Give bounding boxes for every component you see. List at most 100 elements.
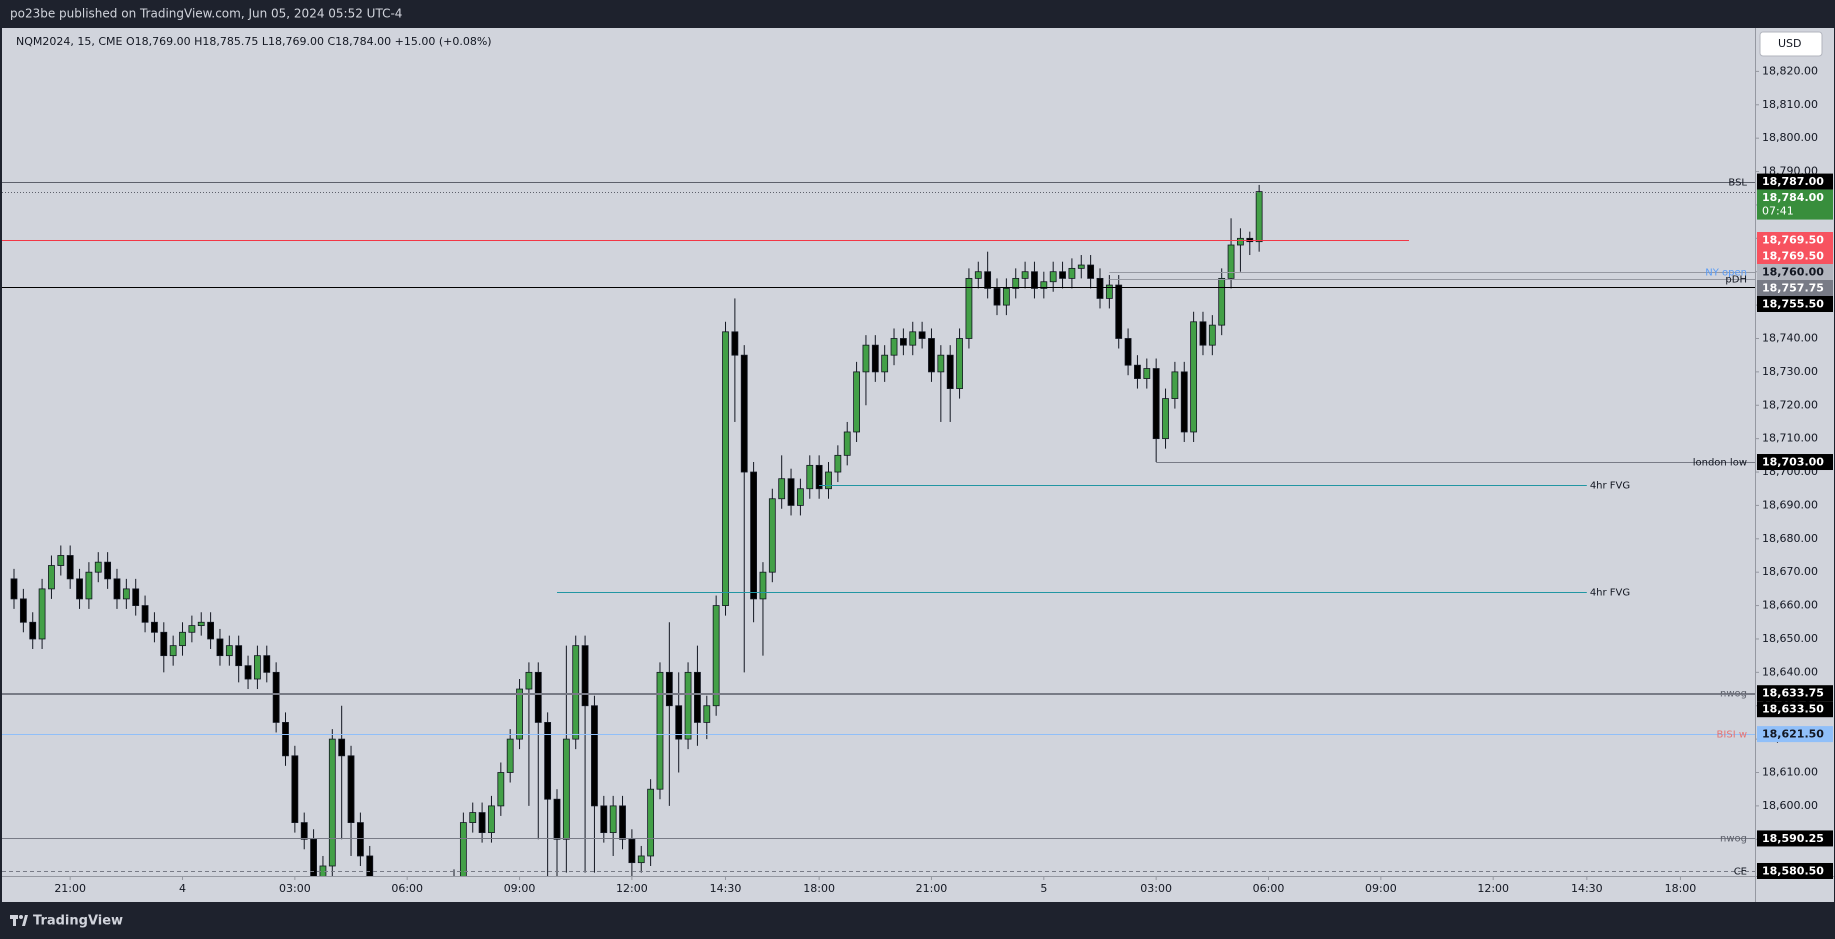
candle-body: [197, 621, 205, 627]
y-tick-label: 18,660.00: [1762, 599, 1818, 612]
candle-body: [141, 605, 149, 623]
candle-body: [609, 805, 617, 833]
y-tick-label: 18,680.00: [1762, 532, 1818, 545]
candle-body: [956, 338, 963, 389]
price-tag: [1757, 248, 1833, 264]
candle-body: [291, 755, 299, 823]
candle-body: [1096, 277, 1104, 299]
candle-body: [132, 588, 140, 606]
candle-body: [160, 631, 168, 657]
x-tick-label: 5: [1040, 882, 1047, 895]
candle-body: [282, 722, 289, 757]
candle-body: [974, 271, 982, 279]
candle-body: [637, 855, 645, 864]
candle-body: [151, 621, 158, 633]
currency: USD: [1778, 37, 1802, 50]
candle-body: [675, 705, 683, 740]
candle-body: [740, 354, 748, 473]
candle-body: [1068, 267, 1076, 279]
candle-body: [562, 738, 570, 840]
candle-body: [946, 354, 954, 389]
y-tick-label: 18,800.00: [1762, 131, 1818, 144]
y-tick-label: 18,690.00: [1762, 498, 1818, 511]
candle-body: [254, 655, 261, 680]
price-tag: [1757, 232, 1833, 248]
candle-body: [506, 738, 514, 773]
price-tag: [1757, 685, 1833, 702]
candle-body: [188, 625, 196, 633]
candle-body: [516, 688, 523, 740]
price-tag: [1757, 173, 1833, 190]
price-tag-label: 18,703.00: [1762, 456, 1824, 469]
candle-body: [366, 855, 374, 876]
price-tag-label: 18,760.00: [1762, 266, 1824, 279]
candle-body: [104, 561, 112, 580]
price-tag-label: 18,784.00: [1762, 191, 1824, 204]
candle-body: [787, 478, 795, 506]
candle-body: [843, 431, 851, 456]
candle-body: [57, 555, 65, 566]
candle-body: [918, 331, 926, 339]
x-tick-label: 21:00: [54, 882, 86, 895]
candle-body: [534, 671, 542, 723]
countdown: 07:41: [1762, 205, 1794, 218]
candle-body: [1087, 264, 1095, 279]
candle-body: [179, 631, 186, 647]
price-tag-label: 18,769.50: [1762, 234, 1824, 247]
price-tag-label: 18,590.25: [1762, 832, 1824, 845]
price-tag-label: 18,633.50: [1762, 703, 1824, 716]
candle-body: [497, 772, 505, 807]
candle-body: [76, 578, 83, 600]
candle-body: [113, 578, 121, 600]
level-label: 4hr FVG: [1590, 481, 1630, 492]
candle-body: [38, 588, 46, 640]
candle-body: [469, 812, 477, 823]
candle-body: [263, 655, 271, 673]
candle-body: [244, 665, 252, 680]
tradingview-logo: [10, 915, 28, 926]
x-tick-label: 06:00: [391, 882, 423, 895]
price-tag-label: 18,580.50: [1762, 864, 1824, 877]
brand: TradingView: [33, 914, 123, 929]
y-tick-label: 18,740.00: [1762, 331, 1818, 344]
currency-button[interactable]: [1759, 31, 1823, 57]
candle-body: [591, 705, 598, 807]
x-tick-label: 03:00: [279, 882, 311, 895]
price-tag: [1757, 280, 1833, 296]
candle-body: [1115, 284, 1123, 339]
x-tick-label: 21:00: [916, 882, 948, 895]
candle-body: [10, 578, 18, 600]
y-tick-label: 18,710.00: [1762, 432, 1818, 445]
x-tick-label: 4: [179, 882, 186, 895]
y-tick-label: 18,820.00: [1762, 64, 1818, 77]
candle-body: [965, 277, 973, 339]
price-tag-label: 18,757.75: [1762, 282, 1824, 295]
candle-body: [1012, 277, 1020, 289]
price-tag: [1757, 862, 1833, 879]
price-tag: [1757, 296, 1833, 312]
candle-body: [216, 638, 224, 657]
candle-body: [684, 671, 692, 740]
candle-body: [1190, 321, 1198, 433]
price-tag: [1757, 189, 1833, 220]
candle-body: [19, 598, 27, 623]
candle-body: [1255, 191, 1263, 243]
price-tag: [1757, 454, 1833, 471]
x-tick-label: 14:30: [1571, 882, 1603, 895]
candle-body: [703, 705, 711, 723]
candles: [10, 184, 1263, 876]
level-label: 4hr FVG: [1590, 588, 1630, 599]
candle-body: [1049, 271, 1057, 283]
candle-body: [619, 805, 626, 840]
price-tag-label: 18,633.75: [1762, 687, 1824, 700]
price-tag-label: 18,755.50: [1762, 298, 1824, 311]
header: po23be published on TradingView.com, Jun…: [10, 7, 402, 21]
candle-body: [169, 645, 177, 657]
y-tick-label: 18,640.00: [1762, 665, 1818, 678]
candle-body: [1124, 338, 1132, 366]
x-tick-label: 06:00: [1253, 882, 1285, 895]
candle-body: [806, 464, 814, 490]
level-label: BSL: [1728, 178, 1747, 189]
x-tick-label: 12:00: [1477, 882, 1509, 895]
